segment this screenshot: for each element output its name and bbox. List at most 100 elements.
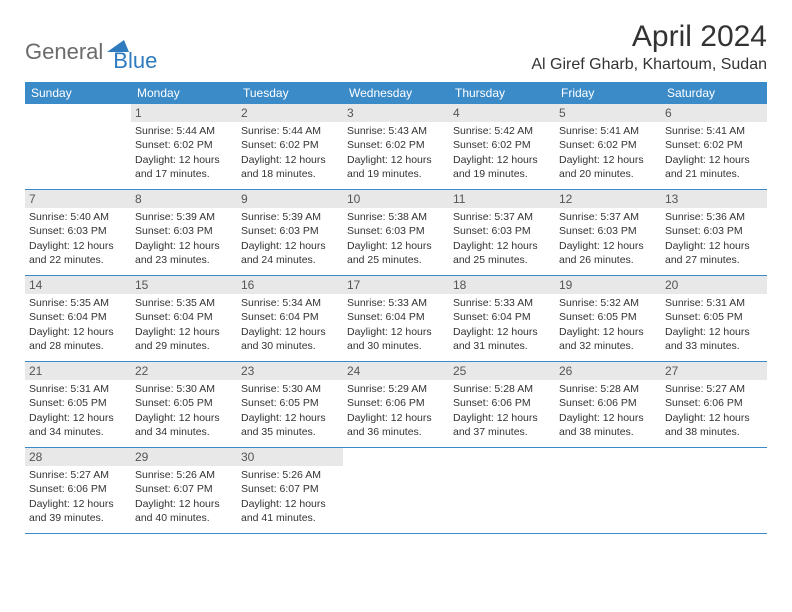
- day-number: 10: [343, 190, 449, 208]
- day-header: Saturday: [661, 82, 767, 104]
- day-sunrise: Sunrise: 5:26 AM: [135, 468, 233, 482]
- day-number: 6: [661, 104, 767, 122]
- day-day2: and 38 minutes.: [559, 425, 657, 439]
- day-cell: 1Sunrise: 5:44 AMSunset: 6:02 PMDaylight…: [131, 104, 237, 190]
- day-day1: Daylight: 12 hours: [241, 497, 339, 511]
- day-day1: Daylight: 12 hours: [453, 153, 551, 167]
- day-day1: Daylight: 12 hours: [29, 411, 127, 425]
- day-cell: 25Sunrise: 5:28 AMSunset: 6:06 PMDayligh…: [449, 362, 555, 448]
- day-day2: and 41 minutes.: [241, 511, 339, 525]
- day-day1: Daylight: 12 hours: [665, 153, 763, 167]
- logo-text-blue: Blue: [113, 48, 157, 74]
- day-cell: 28Sunrise: 5:27 AMSunset: 6:06 PMDayligh…: [25, 448, 131, 534]
- day-day2: and 19 minutes.: [347, 167, 445, 181]
- day-number: 19: [555, 276, 661, 294]
- day-day1: Daylight: 12 hours: [29, 325, 127, 339]
- day-sunrise: Sunrise: 5:33 AM: [347, 296, 445, 310]
- day-day1: Daylight: 12 hours: [559, 239, 657, 253]
- day-day1: Daylight: 12 hours: [347, 153, 445, 167]
- day-sunset: Sunset: 6:03 PM: [453, 224, 551, 238]
- day-cell: 29Sunrise: 5:26 AMSunset: 6:07 PMDayligh…: [131, 448, 237, 534]
- day-number: 1: [131, 104, 237, 122]
- day-number: 20: [661, 276, 767, 294]
- day-cell: [555, 448, 661, 534]
- day-sunrise: Sunrise: 5:30 AM: [135, 382, 233, 396]
- day-number: 5: [555, 104, 661, 122]
- day-sunset: Sunset: 6:05 PM: [29, 396, 127, 410]
- day-sunrise: Sunrise: 5:29 AM: [347, 382, 445, 396]
- day-sunrise: Sunrise: 5:28 AM: [453, 382, 551, 396]
- day-cell: 2Sunrise: 5:44 AMSunset: 6:02 PMDaylight…: [237, 104, 343, 190]
- day-cell: [25, 104, 131, 190]
- day-day2: and 26 minutes.: [559, 253, 657, 267]
- day-cell: 27Sunrise: 5:27 AMSunset: 6:06 PMDayligh…: [661, 362, 767, 448]
- day-header: Sunday: [25, 82, 131, 104]
- day-sunset: Sunset: 6:05 PM: [241, 396, 339, 410]
- day-day1: Daylight: 12 hours: [241, 239, 339, 253]
- day-sunset: Sunset: 6:04 PM: [135, 310, 233, 324]
- day-day1: Daylight: 12 hours: [135, 239, 233, 253]
- day-day1: Daylight: 12 hours: [241, 325, 339, 339]
- day-number: 21: [25, 362, 131, 380]
- day-number: 18: [449, 276, 555, 294]
- day-sunset: Sunset: 6:07 PM: [135, 482, 233, 496]
- day-cell: 30Sunrise: 5:26 AMSunset: 6:07 PMDayligh…: [237, 448, 343, 534]
- day-day1: Daylight: 12 hours: [241, 153, 339, 167]
- day-number: 11: [449, 190, 555, 208]
- day-sunrise: Sunrise: 5:42 AM: [453, 124, 551, 138]
- day-cell: 21 Sunrise: 5:31 AMSunset: 6:05 PMDayligh…: [25, 362, 131, 448]
- day-sunrise: Sunrise: 5:26 AM: [241, 468, 339, 482]
- day-sunset: Sunset: 6:02 PM: [665, 138, 763, 152]
- day-cell: 18Sunrise: 5:33 AMSunset: 6:04 PMDayligh…: [449, 276, 555, 362]
- day-number: 30: [237, 448, 343, 466]
- day-sunrise: Sunrise: 5:33 AM: [453, 296, 551, 310]
- day-header: Tuesday: [237, 82, 343, 104]
- day-day1: Daylight: 12 hours: [453, 239, 551, 253]
- day-day2: and 33 minutes.: [665, 339, 763, 353]
- day-sunset: Sunset: 6:04 PM: [241, 310, 339, 324]
- day-cell: 15Sunrise: 5:35 AMSunset: 6:04 PMDayligh…: [131, 276, 237, 362]
- day-day2: and 17 minutes.: [135, 167, 233, 181]
- day-cell: 12Sunrise: 5:37 AMSunset: 6:03 PMDayligh…: [555, 190, 661, 276]
- day-day1: Daylight: 12 hours: [135, 153, 233, 167]
- day-cell: 11Sunrise: 5:37 AMSunset: 6:03 PMDayligh…: [449, 190, 555, 276]
- day-sunrise: Sunrise: 5:31 AM: [665, 296, 763, 310]
- day-sunset: Sunset: 6:03 PM: [29, 224, 127, 238]
- day-cell: 17Sunrise: 5:33 AMSunset: 6:04 PMDayligh…: [343, 276, 449, 362]
- day-day2: and 40 minutes.: [135, 511, 233, 525]
- header: General Blue April 2024 Al Giref Gharb, …: [25, 20, 767, 74]
- day-day1: Daylight: 12 hours: [559, 153, 657, 167]
- day-number: 14: [25, 276, 131, 294]
- day-number: 27: [661, 362, 767, 380]
- day-sunrise: Sunrise: 5:37 AM: [559, 210, 657, 224]
- day-number: 17: [343, 276, 449, 294]
- day-day1: Daylight: 12 hours: [347, 239, 445, 253]
- day-sunset: Sunset: 6:06 PM: [347, 396, 445, 410]
- day-number: 9: [237, 190, 343, 208]
- day-sunrise: Sunrise: 5:31 AM: [29, 382, 127, 396]
- day-day1: Daylight: 12 hours: [559, 325, 657, 339]
- day-number: 28: [25, 448, 131, 466]
- day-sunset: Sunset: 6:05 PM: [135, 396, 233, 410]
- day-day2: and 23 minutes.: [135, 253, 233, 267]
- day-day2: and 34 minutes.: [29, 425, 127, 439]
- day-cell: 23Sunrise: 5:30 AMSunset: 6:05 PMDayligh…: [237, 362, 343, 448]
- day-sunrise: Sunrise: 5:27 AM: [665, 382, 763, 396]
- day-number: 23: [237, 362, 343, 380]
- day-day2: and 39 minutes.: [29, 511, 127, 525]
- day-cell: 9Sunrise: 5:39 AMSunset: 6:03 PMDaylight…: [237, 190, 343, 276]
- day-sunset: Sunset: 6:03 PM: [559, 224, 657, 238]
- day-cell: [343, 448, 449, 534]
- day-sunrise: Sunrise: 5:41 AM: [559, 124, 657, 138]
- day-day2: and 18 minutes.: [241, 167, 339, 181]
- day-day1: Daylight: 12 hours: [453, 325, 551, 339]
- day-day1: Daylight: 12 hours: [665, 411, 763, 425]
- day-number: 2: [237, 104, 343, 122]
- day-sunset: Sunset: 6:03 PM: [665, 224, 763, 238]
- day-sunrise: Sunrise: 5:44 AM: [241, 124, 339, 138]
- day-day2: and 29 minutes.: [135, 339, 233, 353]
- day-sunset: Sunset: 6:05 PM: [665, 310, 763, 324]
- day-cell: 14Sunrise: 5:35 AMSunset: 6:04 PMDayligh…: [25, 276, 131, 362]
- day-number: 7: [25, 190, 131, 208]
- day-cell: 4Sunrise: 5:42 AMSunset: 6:02 PMDaylight…: [449, 104, 555, 190]
